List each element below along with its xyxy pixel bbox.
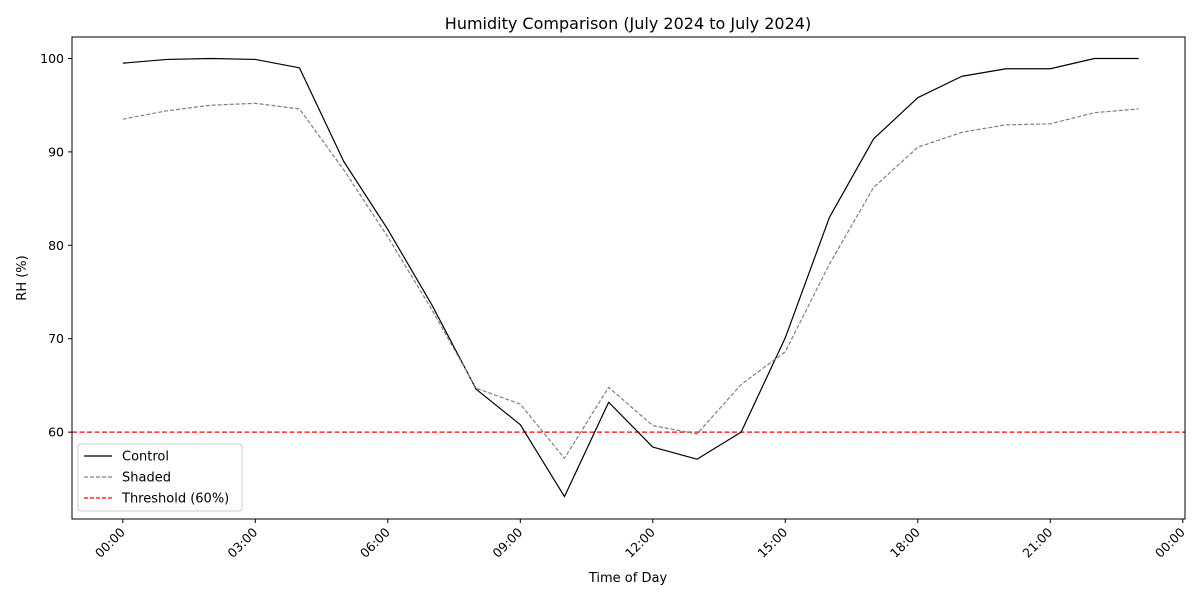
- y-axis-label: RH (%): [15, 255, 30, 300]
- plot-area: [72, 57, 1185, 498]
- legend-label-threshold-60: Threshold (60%): [121, 492, 229, 507]
- legend-label-shaded: Shaded: [122, 471, 171, 486]
- y-tick-label-90: 90: [48, 144, 64, 159]
- legend-label-control: Control: [122, 450, 169, 465]
- y-tick-label-70: 70: [48, 331, 64, 346]
- legend-box: [77, 443, 243, 512]
- series-line-control: [122, 57, 1139, 498]
- y-tick-label-60: 60: [48, 425, 64, 440]
- plot-frame: [71, 36, 1186, 520]
- chart-title: Humidity Comparison (July 2024 to July 2…: [445, 14, 811, 33]
- x-axis-label: Time of Day: [588, 571, 668, 586]
- series-line-shaded: [122, 102, 1139, 459]
- y-tick-label-100: 100: [40, 51, 64, 66]
- y-tick-label-80: 80: [48, 238, 64, 253]
- legend: Control Shaded Threshold (60%): [77, 443, 243, 512]
